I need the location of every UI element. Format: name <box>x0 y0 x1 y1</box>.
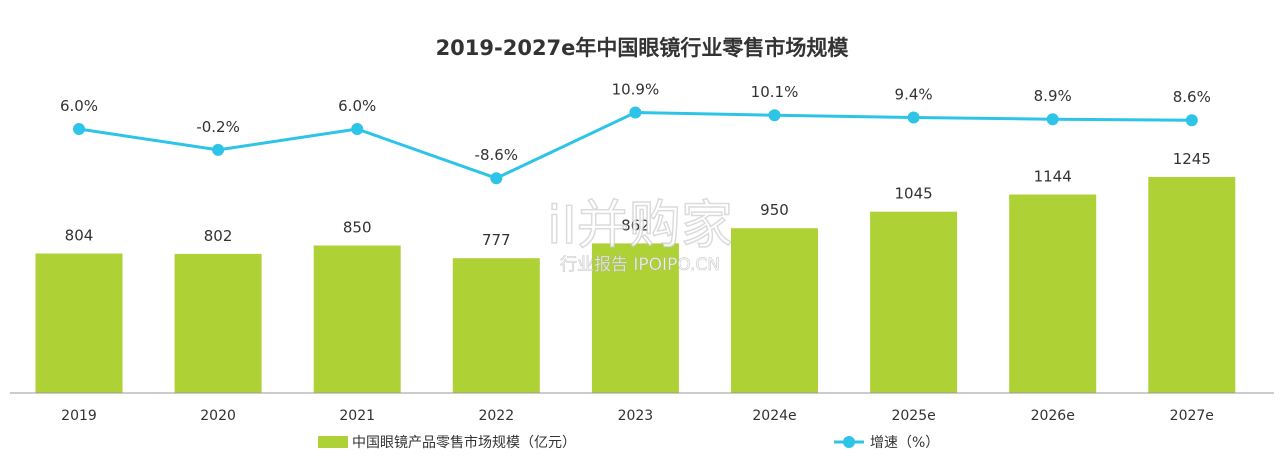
bar-2022 <box>452 258 540 393</box>
growth-point-2020 <box>212 143 225 156</box>
chart-title: 2019-2027e年中国眼镜行业零售市场规模 <box>436 36 850 60</box>
bar-value-label-2020: 802 <box>204 227 233 245</box>
growth-line-layer: 6.0% -0.2% 6.0% -8.6% 10.9% 10.1% 9.4% 8.9% 8.6% <box>60 81 1211 185</box>
bar-value-label-2025e: 1045 <box>895 185 933 203</box>
legend-line-label: 增速（%） <box>870 435 939 451</box>
watermark-main-text: iI并购家 <box>547 196 733 256</box>
growth-label-2027e: 8.6% <box>1173 88 1211 106</box>
bar-2020 <box>174 253 262 393</box>
bar-2023 <box>591 243 679 393</box>
bar-2019 <box>35 253 123 393</box>
growth-label-2026e: 8.9% <box>1034 87 1072 105</box>
bar-value-label-2019: 804 <box>65 227 94 245</box>
bar-value-label-2023: 862 <box>621 216 650 234</box>
growth-point-2025e <box>907 111 920 124</box>
growth-point-2019 <box>73 123 85 135</box>
x-tick-label-2026e: 2026e <box>1031 408 1075 424</box>
bar-2026e <box>1009 194 1097 393</box>
growth-point-2021 <box>351 123 364 135</box>
growth-label-2019: 6.0% <box>60 97 98 115</box>
x-tick-label-2022: 2022 <box>478 408 514 424</box>
growth-label-2025e: 9.4% <box>895 86 933 104</box>
growth-label-2024e: 10.1% <box>751 83 799 101</box>
bar-value-label-2026e: 1144 <box>1034 168 1072 186</box>
x-tick-label-2024e: 2024e <box>752 408 796 424</box>
growth-line <box>78 111 1192 180</box>
growth-point-2026e <box>1046 113 1059 126</box>
growth-point-2024e <box>768 109 781 122</box>
bar-value-label-2027e: 1245 <box>1173 150 1211 168</box>
bar-value-label-2024e: 950 <box>760 201 789 219</box>
growth-label-2021: 6.0% <box>338 97 376 115</box>
legend: 中国眼镜产品零售市场规模（亿元） 增速（%） <box>318 434 939 451</box>
x-tick-label-2023: 2023 <box>618 408 654 424</box>
bar-value-label-2021: 850 <box>343 219 372 237</box>
growth-point-2022 <box>490 172 503 185</box>
x-tick-label-2020: 2020 <box>200 408 236 424</box>
bars-layer: 804 802 850 777 862 950 1045 1144 1245 <box>35 150 1236 393</box>
growth-label-2023: 10.9% <box>612 81 660 99</box>
bar-2021 <box>313 245 401 393</box>
x-tick-label-2027e: 2027e <box>1170 408 1214 424</box>
bar-2024e <box>731 228 818 393</box>
bar-value-label-2022: 777 <box>482 231 511 249</box>
watermark: iI并购家 行业报告 IPOIPO.CN <box>546 195 733 275</box>
x-tick-label-2019: 2019 <box>61 408 97 424</box>
legend-bar-label: 中国眼镜产品零售市场规模（亿元） <box>352 434 576 451</box>
legend-line-marker <box>843 436 855 448</box>
growth-label-2020: -0.2% <box>196 118 240 136</box>
growth-label-2022: -8.6% <box>475 146 519 164</box>
x-axis-ticks: 2019 2020 2021 2022 2023 2024e 2025e 2026e 2027e <box>61 408 1214 424</box>
bar-2025e <box>870 211 958 393</box>
x-tick-label-2025e: 2025e <box>891 408 935 424</box>
growth-point-2027e <box>1185 114 1198 127</box>
watermark-sub-text: 行业报告 IPOIPO.CN <box>560 255 720 275</box>
x-tick-label-2021: 2021 <box>339 408 375 424</box>
bar-2027e <box>1148 177 1236 393</box>
growth-point-2023 <box>629 106 642 119</box>
legend-bar-swatch <box>318 436 348 448</box>
